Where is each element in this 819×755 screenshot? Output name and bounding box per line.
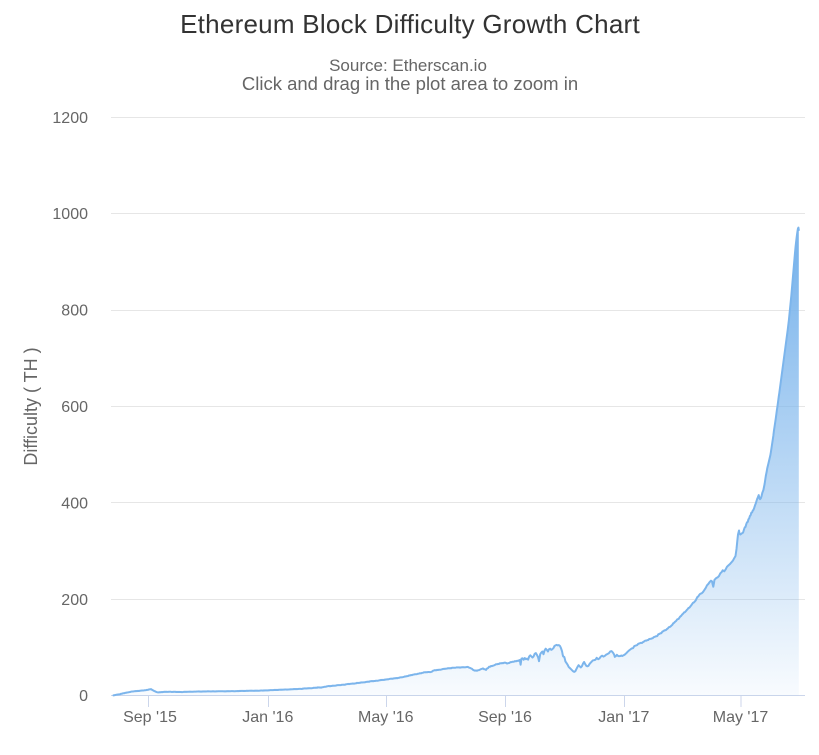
svg-text:400: 400: [61, 495, 88, 512]
svg-text:200: 200: [61, 592, 88, 609]
svg-text:Difficulty ( TH ): Difficulty ( TH ): [21, 347, 41, 465]
svg-text:May '17: May '17: [713, 709, 769, 726]
svg-text:Jan '17: Jan '17: [598, 709, 649, 726]
svg-text:0: 0: [79, 688, 88, 705]
svg-text:600: 600: [61, 399, 88, 416]
svg-text:May '16: May '16: [358, 709, 414, 726]
svg-text:Source: Etherscan.io: Source: Etherscan.io: [329, 56, 487, 75]
svg-text:800: 800: [61, 303, 88, 320]
svg-text:1000: 1000: [52, 206, 88, 223]
svg-text:Ethereum Block Difficulty Grow: Ethereum Block Difficulty Growth Chart: [180, 9, 640, 39]
svg-text:Sep '15: Sep '15: [123, 709, 177, 726]
svg-text:Click and drag in the plot are: Click and drag in the plot area to zoom …: [242, 73, 578, 94]
svg-text:Sep '16: Sep '16: [478, 709, 532, 726]
svg-text:1200: 1200: [52, 110, 88, 127]
svg-text:Jan '16: Jan '16: [242, 709, 293, 726]
